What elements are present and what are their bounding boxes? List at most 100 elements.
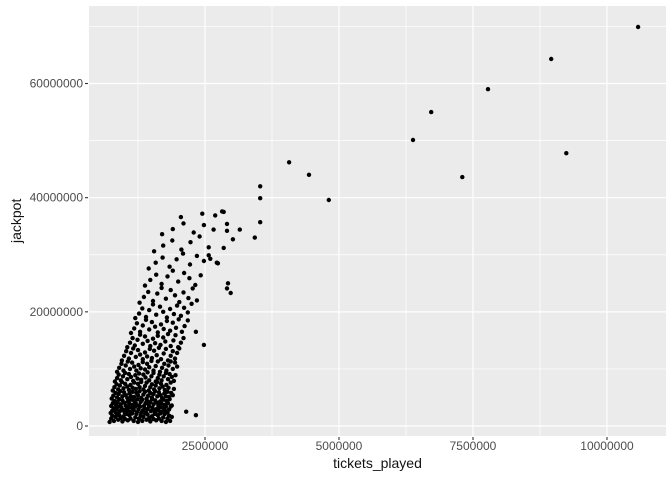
data-point (167, 264, 172, 269)
data-point (137, 329, 143, 334)
data-point (128, 350, 134, 356)
data-point (161, 351, 166, 356)
data-point (170, 393, 175, 398)
data-point (158, 322, 164, 327)
data-point (151, 368, 156, 373)
data-point (111, 418, 117, 424)
data-point (170, 320, 175, 325)
data-point (160, 255, 165, 260)
data-point (179, 247, 184, 252)
data-point (181, 335, 186, 341)
data-point (137, 300, 142, 305)
data-point (151, 249, 157, 254)
data-point (157, 369, 163, 374)
data-point (135, 393, 141, 398)
data-point (154, 312, 159, 317)
data-point (133, 401, 138, 406)
data-point (174, 350, 180, 356)
data-point (133, 315, 138, 321)
data-point (123, 363, 128, 368)
data-point (155, 375, 160, 381)
data-point (150, 336, 156, 341)
data-point (165, 274, 170, 279)
data-point (485, 87, 491, 92)
data-point (191, 230, 196, 235)
data-point (133, 354, 138, 360)
data-point (116, 387, 121, 392)
data-point (156, 403, 161, 408)
data-point (171, 386, 177, 392)
data-point (179, 329, 185, 334)
data-point (148, 419, 153, 424)
data-point (118, 378, 124, 383)
data-point (171, 378, 177, 384)
data-point (221, 209, 226, 215)
data-point (177, 299, 182, 305)
data-point (125, 395, 130, 401)
data-point (158, 357, 164, 362)
data-point (208, 256, 213, 261)
data-point (114, 369, 120, 374)
data-point (176, 317, 181, 322)
data-point (155, 359, 160, 364)
data-point (124, 349, 129, 354)
data-point (258, 196, 263, 201)
data-point (286, 160, 292, 165)
data-point (149, 374, 154, 379)
data-point (635, 24, 641, 30)
y-axis-title: jackpot (8, 198, 24, 244)
data-point (193, 329, 199, 334)
data-point (132, 364, 137, 369)
data-point (134, 368, 139, 373)
data-point (171, 338, 176, 343)
data-point (146, 289, 151, 295)
data-point (151, 348, 157, 353)
data-point (143, 410, 149, 415)
data-point (141, 387, 146, 392)
data-point (162, 361, 167, 366)
data-point (161, 415, 166, 420)
data-point (161, 335, 166, 340)
data-point (141, 294, 147, 300)
data-point (155, 330, 160, 335)
data-point (140, 418, 145, 424)
data-point (126, 387, 132, 393)
data-point (127, 340, 133, 345)
plot-panel (89, 6, 666, 436)
data-point (185, 310, 190, 315)
data-point (194, 253, 200, 259)
data-point (166, 385, 171, 390)
data-point (181, 270, 187, 276)
data-point (147, 327, 152, 332)
data-point (144, 354, 150, 359)
data-point (172, 360, 178, 365)
data-point (117, 365, 122, 370)
data-point (326, 197, 331, 203)
data-point (174, 364, 180, 369)
data-point (184, 409, 189, 414)
data-point (176, 345, 181, 350)
data-point (145, 370, 150, 375)
data-point (169, 374, 174, 380)
data-point (159, 365, 165, 370)
data-point (155, 333, 160, 338)
data-point (170, 238, 175, 243)
data-point (127, 366, 133, 372)
data-point (185, 318, 190, 323)
data-point (131, 407, 136, 413)
data-point (135, 337, 140, 342)
data-point (128, 416, 133, 421)
x-tick-label: 10000000 (580, 439, 634, 453)
data-point (230, 237, 236, 242)
data-point (123, 403, 128, 408)
data-point (132, 343, 137, 348)
data-point (165, 401, 171, 406)
data-point (174, 303, 180, 308)
data-point (137, 352, 143, 357)
data-point (133, 386, 138, 392)
data-point (155, 291, 160, 296)
data-point (174, 257, 179, 262)
data-point (181, 305, 187, 310)
data-point (163, 419, 169, 425)
